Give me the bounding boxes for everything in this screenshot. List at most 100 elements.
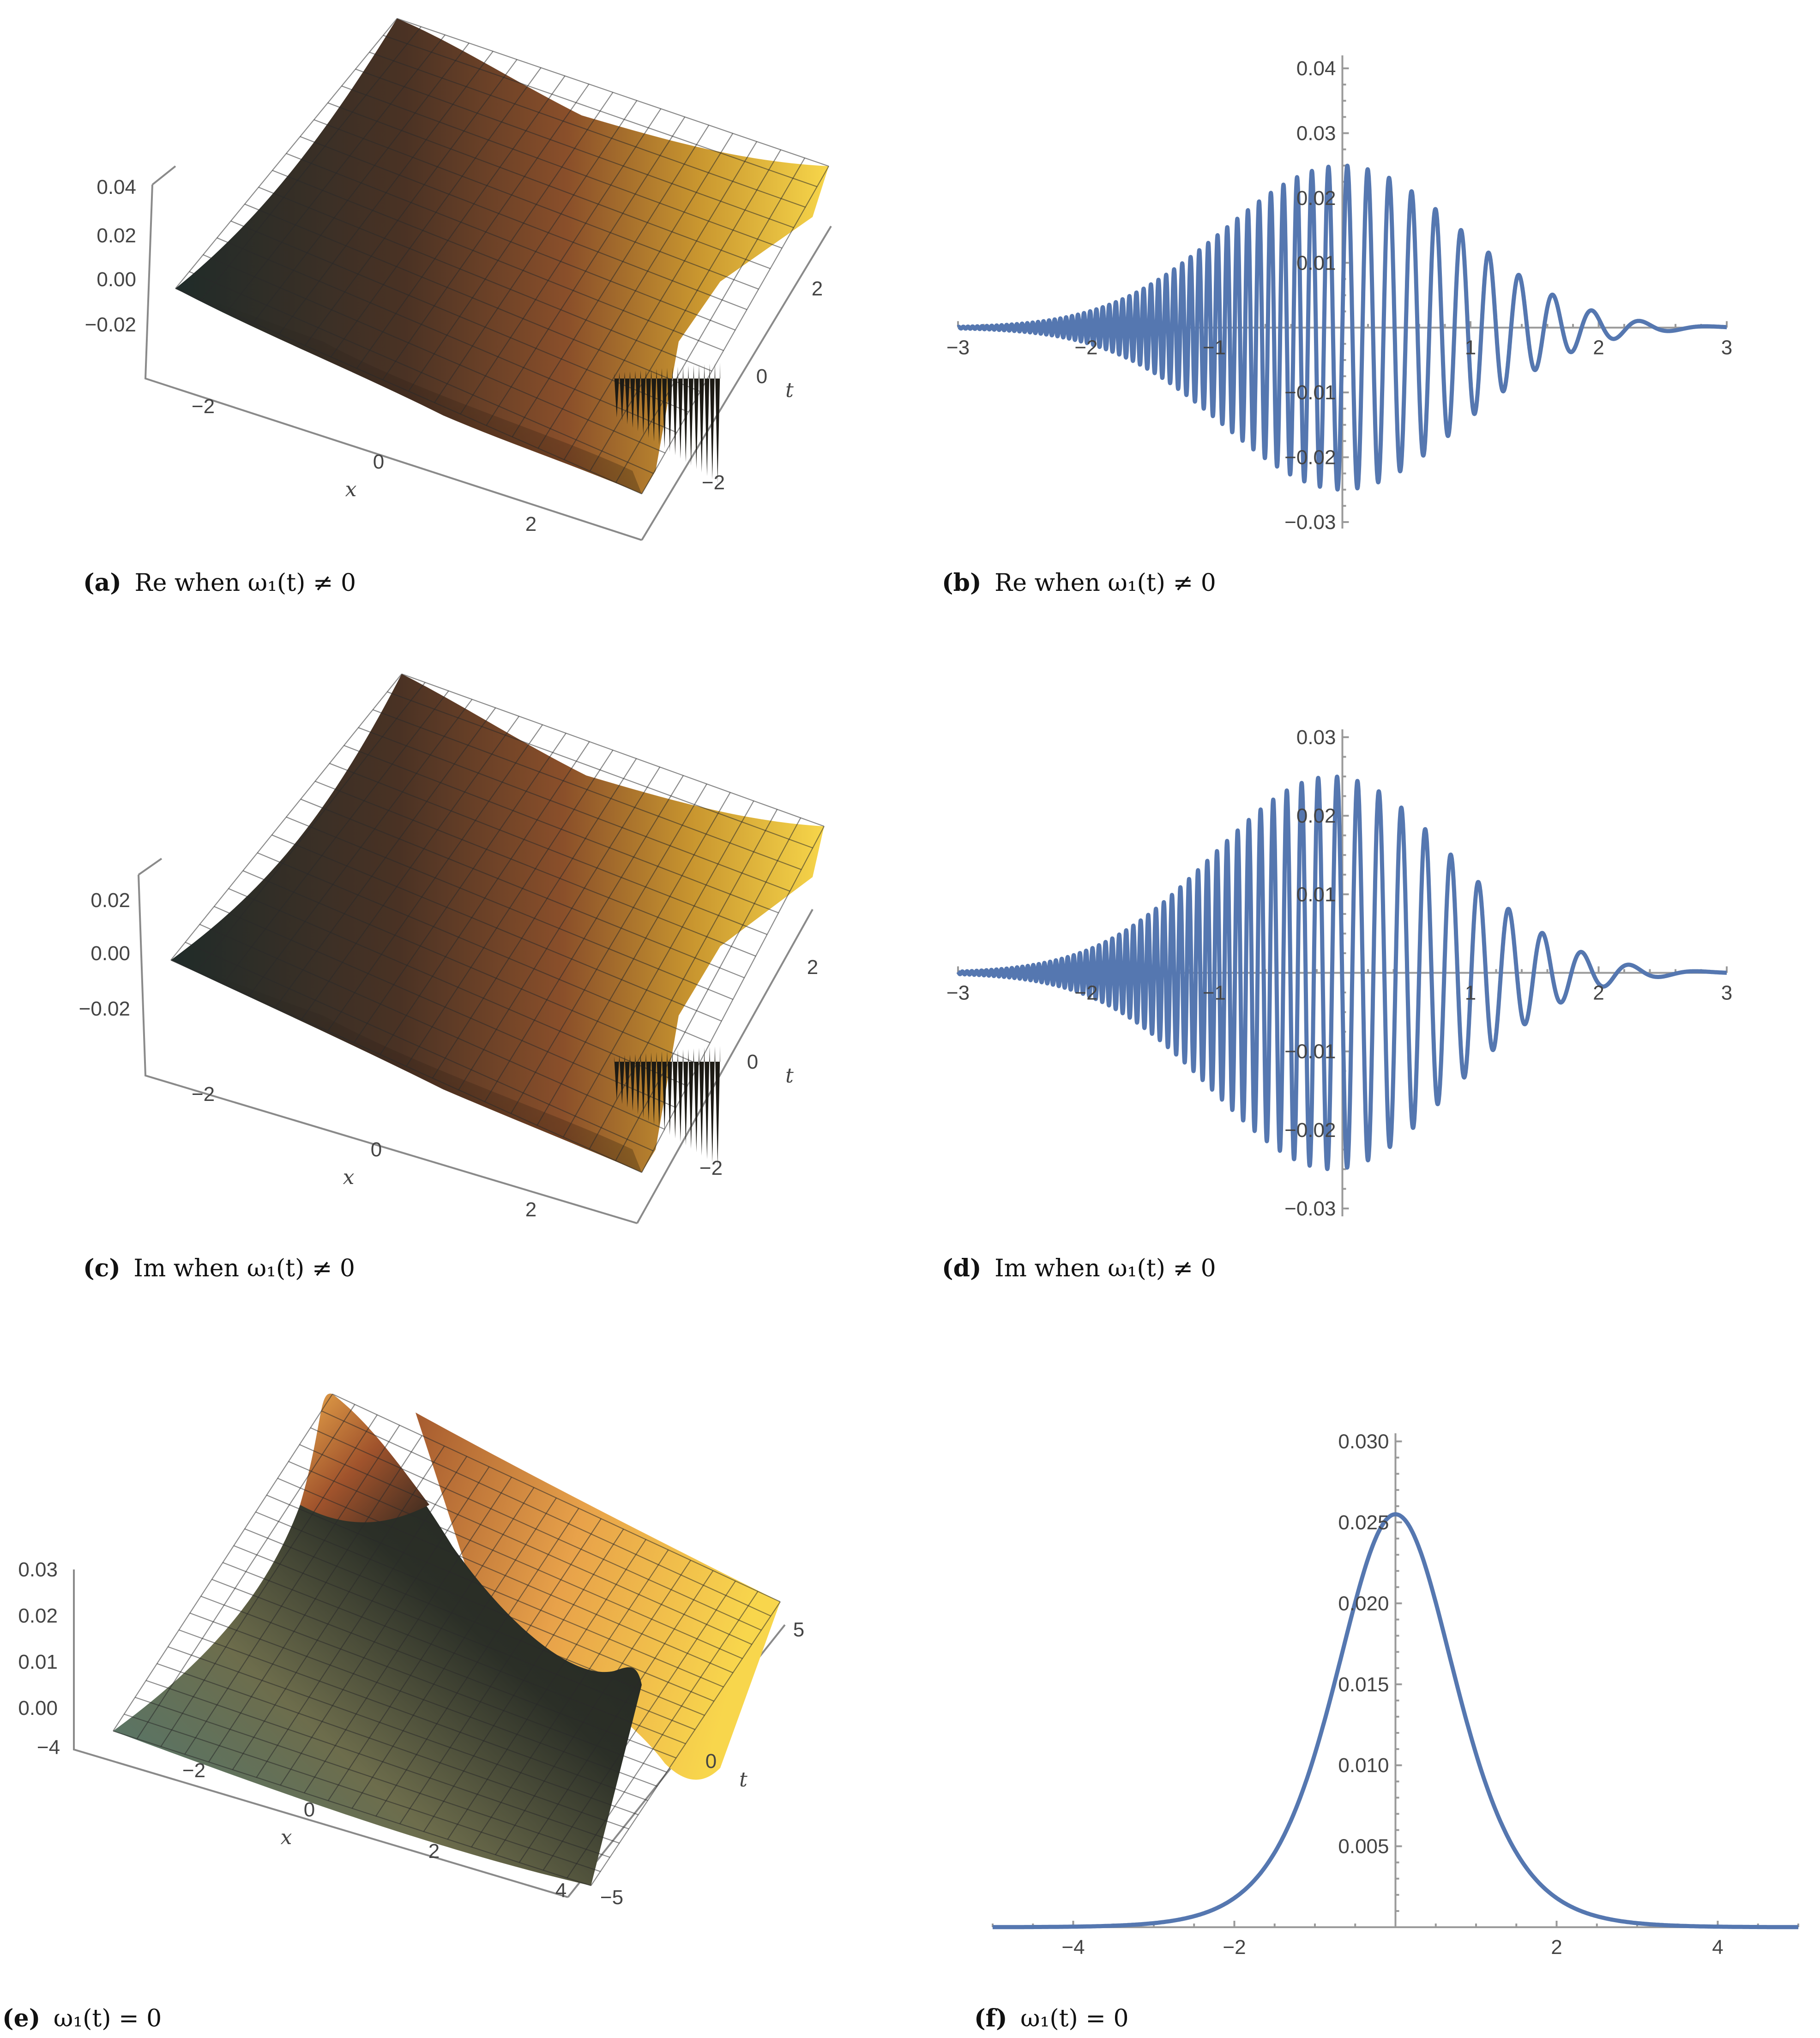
mesh-line (512, 125, 710, 437)
caption-a: (a) Re when ω₁(t) ≠ 0 (83, 569, 356, 597)
y-tick-label: 0.01 (1296, 883, 1336, 906)
x-tick-label: 0 (304, 1798, 315, 1821)
surface-e-mesh (113, 1394, 781, 1887)
mesh-line (375, 1508, 579, 1816)
caption-f: (f) ω₁(t) = 0 (974, 2004, 1129, 2032)
x-tick-label: 2 (1593, 337, 1604, 359)
surface-a-spikes (614, 362, 720, 483)
mesh-line (327, 724, 543, 1031)
series-line (992, 1512, 1799, 1930)
x-tick-label: −4 (1061, 1936, 1085, 1959)
mesh-line (304, 59, 518, 346)
x-tick-label: 4 (1712, 1936, 1723, 1959)
x-tick-label: 0 (373, 451, 384, 473)
panel-d: (d) Im when ω₁(t) ≠ 0 −3 −2 −1 1 2 3 0.03 0.02 0… (942, 726, 1732, 1282)
surface-a-ttick-labels: −2 0 2 t (702, 277, 823, 494)
t-axis-label: t (785, 379, 794, 402)
t-tick-label: 0 (705, 1750, 717, 1773)
y-tick-label: −0.02 (1284, 1119, 1336, 1142)
mesh-line (160, 1414, 378, 1747)
z-tick-label: −0.02 (79, 998, 130, 1020)
mesh-line (518, 1570, 714, 1863)
mesh-line (536, 792, 731, 1126)
y-tick-label: −0.02 (1284, 446, 1336, 469)
x-tick-label: −3 (946, 982, 970, 1004)
mesh-line (589, 809, 778, 1149)
y-tick-label: 0.010 (1338, 1754, 1389, 1777)
mesh-line (537, 133, 734, 449)
mesh-line (304, 1477, 512, 1793)
mesh-line (208, 1435, 422, 1762)
surface-e-ttick-labels: −5 0 5 t (600, 1618, 804, 1909)
x-tick-label: 3 (1721, 982, 1732, 1004)
mesh-line (399, 1518, 602, 1824)
z-tick-label: 0.02 (96, 224, 136, 247)
z-tick-label: 0.02 (90, 889, 130, 912)
mesh-line (280, 1466, 490, 1786)
z-tick-label: 0.03 (18, 1558, 58, 1581)
t-tick-label: −2 (699, 1157, 723, 1179)
x-tick-label: 3 (1721, 337, 1732, 359)
mesh-line (641, 826, 825, 1173)
x-tick-label: −2 (1223, 1936, 1246, 1959)
mesh-line (615, 157, 806, 483)
z-tick-label: 0.00 (90, 942, 130, 965)
mesh-line (432, 758, 637, 1079)
x-tick-label: 4 (555, 1879, 566, 1902)
surface-c-ztick-labels: 0.02 0.00 −0.02 (79, 889, 130, 1020)
mesh-line (406, 750, 614, 1067)
y-tick-label: 0.030 (1338, 1431, 1389, 1453)
mesh-line (201, 26, 422, 301)
mesh-line (460, 108, 662, 415)
mesh-line (458, 767, 661, 1090)
y-tick-label: 0.03 (1296, 122, 1336, 144)
series-line (956, 775, 1729, 1171)
t-tick-label: 5 (793, 1618, 804, 1641)
mesh-line (615, 818, 802, 1161)
caption-c: (c) Im when ω₁(t) ≠ 0 (83, 1254, 355, 1282)
surface-c-mesh (170, 673, 825, 1173)
mesh-line (227, 34, 446, 312)
mesh-line (566, 1591, 759, 1878)
surface-e-front (113, 1394, 642, 1886)
panel-e: 0.03 0.02 0.01 0.00 −4 −2 0 2 4 x −5 0 5… (2, 1394, 804, 2032)
x-tick-label: 2 (525, 1198, 536, 1221)
y-tick-label: 0.020 (1338, 1592, 1389, 1615)
z-tick-label: −0.02 (85, 313, 136, 336)
x-tick-label: −2 (192, 1083, 215, 1106)
mesh-line (170, 673, 402, 961)
mesh-line (591, 1601, 781, 1886)
mesh-line (136, 1404, 356, 1739)
t-tick-label: 0 (756, 365, 767, 388)
y-tick-label: 0.005 (1338, 1835, 1389, 1858)
panel-f: (f) ω₁(t) = 0 −4 −2 2 4 0.030 0.025 0.020 0.015… (974, 1431, 1799, 2032)
mesh-line (484, 775, 684, 1102)
surface-c-xtick-labels: −2 0 2 x (192, 1083, 536, 1221)
x-tick-label: −1 (1203, 982, 1226, 1004)
caption-b: (b) Re when ω₁(t) ≠ 0 (942, 569, 1216, 597)
surface-e-xtick-labels: −4 −2 0 2 4 x (37, 1736, 566, 1902)
mesh-line (471, 1549, 669, 1847)
mesh-line (380, 741, 590, 1055)
mesh-line (301, 716, 520, 1020)
t-axis-label: t (785, 1064, 794, 1088)
mesh-line (563, 800, 754, 1137)
mesh-line (232, 1445, 445, 1770)
surface-c-ttick-labels: −2 0 2 t (699, 956, 818, 1179)
surface-a-xtick-labels: −2 0 2 x (192, 395, 536, 535)
surface-a-mesh (175, 18, 829, 495)
y-tick-label: 0.04 (1296, 57, 1336, 80)
mesh-line (327, 1487, 535, 1801)
mesh-line (510, 783, 707, 1114)
x-tick-label: 1 (1465, 982, 1476, 1004)
mesh-line (434, 100, 638, 403)
y-tick-label: −0.01 (1284, 1040, 1336, 1063)
surface-c-spikes (614, 1046, 720, 1166)
y-tick-label: −0.01 (1284, 381, 1336, 404)
y-tick-label: 0.025 (1338, 1511, 1389, 1534)
mesh-line (275, 707, 496, 1008)
x-tick-label: 2 (1593, 982, 1604, 1004)
surface-e-ridge (300, 1394, 429, 1522)
t-tick-label: 2 (807, 956, 818, 979)
mesh-line (351, 1497, 557, 1809)
